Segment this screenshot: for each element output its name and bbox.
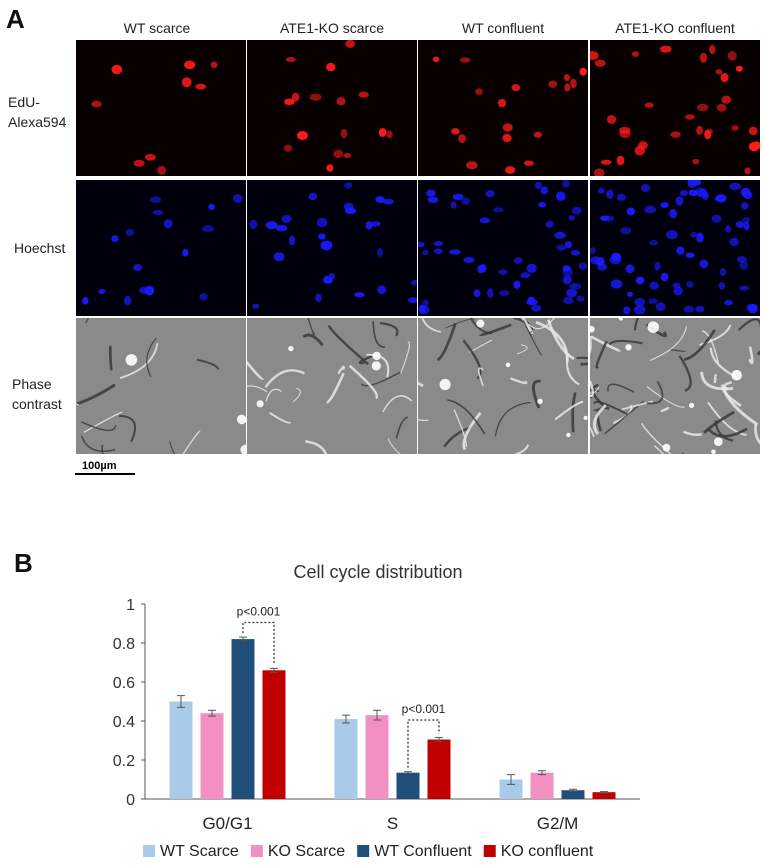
- micrograph-phase-wt-confluent: [418, 318, 588, 454]
- row-label-phase: Phase contrast: [12, 374, 62, 414]
- micrograph-hoechst-ko-scarce: [247, 180, 417, 316]
- bar-1-1: [365, 715, 389, 799]
- legend-label: KO confluent: [501, 843, 594, 860]
- micrograph-edu-wt-scarce: [76, 40, 246, 176]
- row-label-edu: EdU- Alexa594: [8, 92, 66, 132]
- legend-swatch: [483, 845, 496, 857]
- row-label-edu-line2: Alexa594: [8, 114, 67, 130]
- bar-0-1: [334, 719, 358, 799]
- scale-bar-label: 100µm: [82, 460, 117, 472]
- row-label-edu-line1: EdU-: [8, 94, 40, 110]
- y-tick-label: 0: [126, 792, 135, 809]
- micrograph-phase-ko-confluent: [590, 318, 760, 454]
- bar-1-0: [200, 713, 224, 799]
- micrograph-phase-wt-scarce: [76, 318, 246, 454]
- y-tick-label: 0.2: [113, 753, 135, 770]
- x-category-label: G2/M: [537, 814, 579, 833]
- legend-label: WT Confluent: [374, 843, 472, 860]
- chart-bars: [169, 636, 616, 799]
- micrograph-edu-ko-confluent: [590, 40, 760, 176]
- chart-legend: WT Scarce KO Scarce WT Confluent KO conflue…: [143, 843, 594, 860]
- micrograph-phase-ko-scarce: [247, 318, 417, 454]
- significance-bracket: [242, 621, 275, 665]
- micrograph-edu-ko-scarce: [247, 40, 417, 176]
- row-label-phase-line1: Phase: [12, 376, 52, 392]
- bar-2-0: [231, 639, 255, 799]
- scale-bar: [75, 473, 135, 475]
- legend-swatch: [357, 845, 370, 857]
- row-label-hoechst-line1: Hoechst: [14, 240, 66, 256]
- chart-title: Cell cycle distribution: [293, 562, 462, 582]
- panel-a-letter: A: [6, 4, 25, 34]
- legend-swatch: [250, 845, 263, 857]
- micrograph-edu-wt-confluent: [418, 40, 588, 176]
- bar-3-0: [262, 670, 286, 799]
- micrograph-hoechst-wt-scarce: [76, 180, 246, 316]
- y-tick-label: 0.6: [113, 675, 135, 692]
- chart-annotations: p<0.001 p<0.001: [237, 605, 446, 768]
- bar-2-1: [396, 772, 420, 799]
- significance-bracket: [407, 719, 440, 768]
- micrograph-hoechst-wt-confluent: [418, 180, 588, 316]
- legend-label: KO Scarce: [268, 843, 345, 860]
- micrograph-hoechst-ko-confluent: [590, 180, 760, 316]
- legend-swatch: [143, 845, 155, 857]
- legend-label: WT Scarce: [160, 843, 239, 860]
- bar-1-2: [530, 772, 554, 799]
- y-tick-label: 0.4: [113, 714, 135, 731]
- column-label-ko-confluent: ATE1-KO confluent: [615, 20, 735, 36]
- panel-b-letter: B: [14, 548, 33, 578]
- cell-cycle-bar-chart: Cell cycle distribution 0 0.2 0.4 0.6 0.8 1 G0…: [113, 562, 640, 860]
- bar-0-2: [499, 779, 523, 799]
- row-label-hoechst: Hoechst: [14, 238, 65, 258]
- x-category-label: G0/G1: [202, 814, 252, 833]
- bar-2-2: [561, 790, 585, 799]
- chart-axes: 0 0.2 0.4 0.6 0.8 1 G0/G1 S G2/M: [113, 597, 640, 833]
- bar-0-0: [169, 701, 193, 799]
- bar-3-2: [592, 792, 616, 799]
- column-label-wt-scarce: WT scarce: [123, 20, 191, 36]
- x-category-label: S: [387, 814, 398, 833]
- y-tick-label: 1: [126, 597, 135, 614]
- bar-3-1: [427, 739, 451, 799]
- column-label-wt-confluent: WT confluent: [461, 20, 545, 36]
- significance-label: p<0.001: [402, 702, 446, 716]
- significance-label: p<0.001: [237, 605, 281, 619]
- y-tick-label: 0.8: [113, 636, 135, 653]
- row-label-phase-line2: contrast: [12, 396, 62, 412]
- column-label-ko-scarce: ATE1-KO scarce: [280, 20, 384, 36]
